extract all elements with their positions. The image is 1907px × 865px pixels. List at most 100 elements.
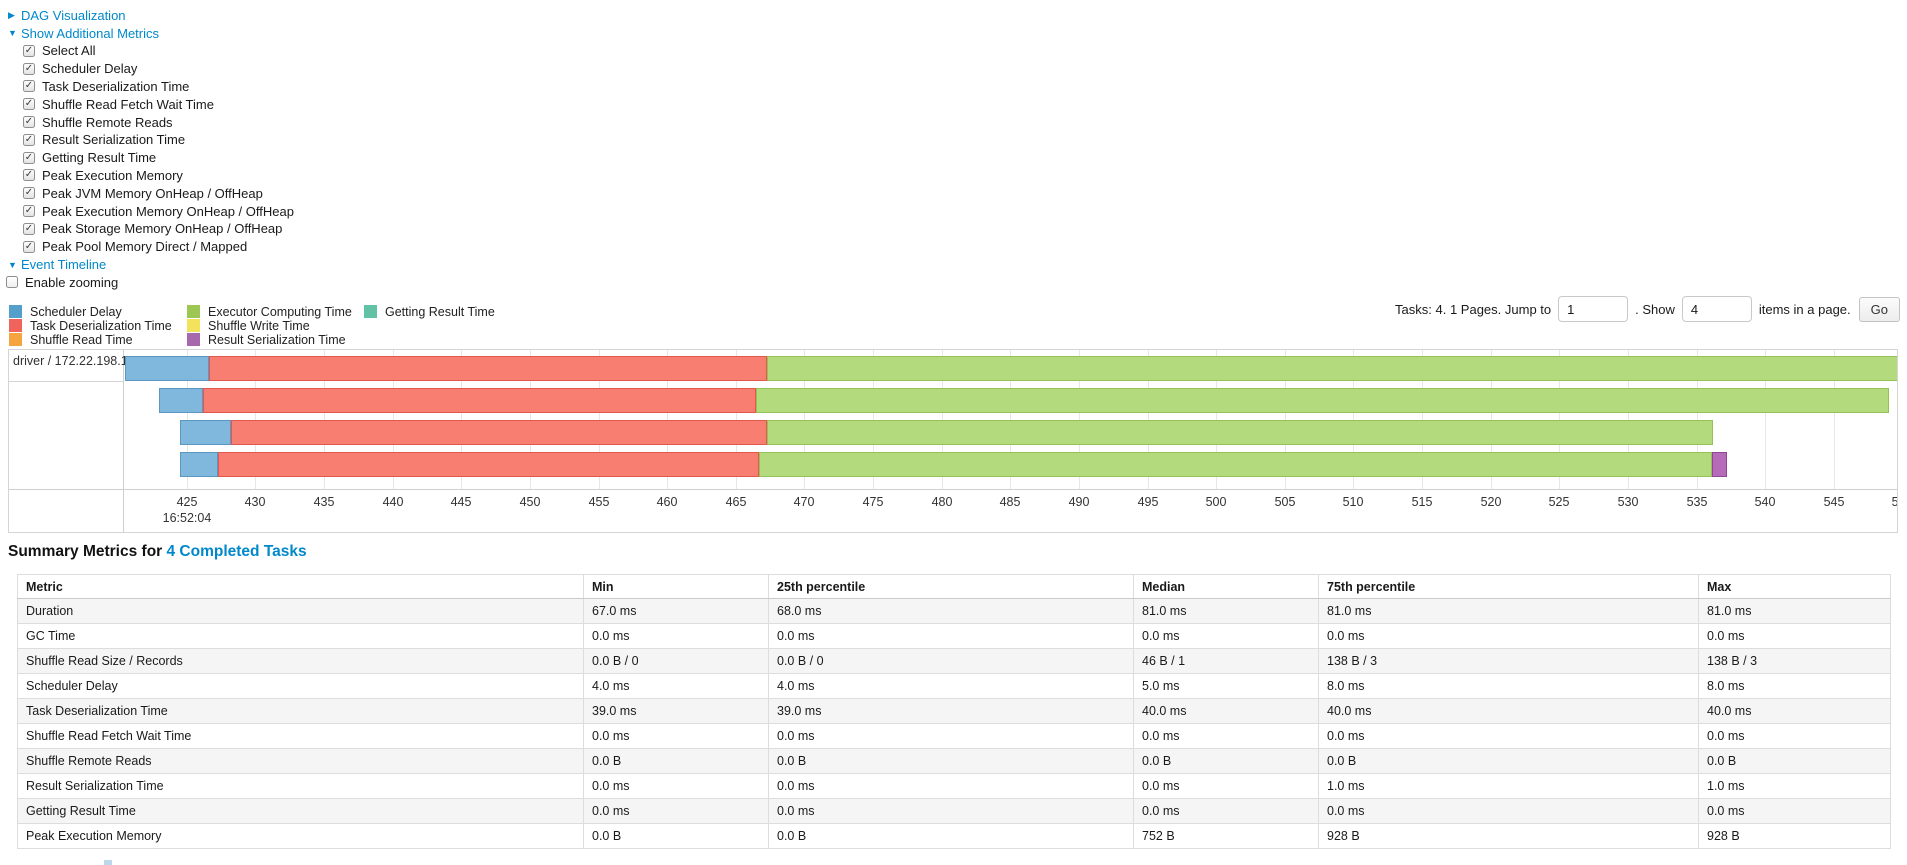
task-segment-scheduler-delay[interactable] xyxy=(179,420,231,445)
completed-tasks-link[interactable]: 4 Completed Tasks xyxy=(166,543,307,560)
checkbox-icon[interactable]: ✓ xyxy=(23,62,35,75)
checkbox-icon[interactable]: ✓ xyxy=(23,44,35,57)
metric-checkbox-row[interactable]: ✓ Select All xyxy=(23,42,294,60)
metric-checkbox-row[interactable]: ✓ Peak Pool Memory Direct / Mapped xyxy=(23,238,294,256)
checkbox-icon[interactable]: ✓ xyxy=(23,205,35,218)
show-additional-metrics-link[interactable]: ▼ Show Additional Metrics xyxy=(8,24,294,42)
dag-visualization-link[interactable]: ▶ DAG Visualization xyxy=(8,6,294,24)
task-segment-computing[interactable] xyxy=(756,388,1889,413)
metric-checkbox-row[interactable]: ✓ Shuffle Read Fetch Wait Time xyxy=(23,95,294,113)
metric-value-cell: 0.0 ms xyxy=(768,623,1134,649)
legend-swatch-icon xyxy=(364,305,377,319)
go-button[interactable]: Go xyxy=(1858,296,1900,322)
table-header-row: Metric Min 25th percentile Median 75th perce… xyxy=(17,574,1891,599)
metric-value-cell: 67.0 ms xyxy=(583,598,769,624)
metric-value-cell: 8.0 ms xyxy=(1318,673,1699,699)
metric-checkbox-label: Peak Pool Memory Direct / Mapped xyxy=(42,239,248,255)
axis-tick-label: 495 xyxy=(1137,495,1159,509)
metric-value-cell: 928 B xyxy=(1698,823,1891,849)
enable-zooming-row[interactable]: Enable zooming xyxy=(6,274,294,292)
table-row: Shuffle Remote Reads 0.0 B 0.0 B 0.0 B 0.0 B… xyxy=(17,748,1891,774)
table-row: Scheduler Delay 4.0 ms 4.0 ms 5.0 ms 8.0 ms 8… xyxy=(17,673,1891,699)
task-segment-result-serialization[interactable] xyxy=(1711,452,1727,477)
event-timeline-chart: driver / 172.22.198.104 425 430 435 440 445 4… xyxy=(8,349,1898,533)
checkbox-icon[interactable]: ✓ xyxy=(23,187,35,200)
legend-column: Getting Result Time xyxy=(364,305,495,347)
metric-checkbox-row[interactable]: ✓ Scheduler Delay xyxy=(23,60,294,78)
page-size-input[interactable] xyxy=(1681,296,1752,322)
axis-tick-label: 480 xyxy=(931,495,953,509)
table-header-cell: Metric xyxy=(17,574,584,599)
axis-tick-label: 440 xyxy=(382,495,404,509)
metric-value-cell: 39.0 ms xyxy=(583,698,769,724)
checkbox-icon[interactable]: ✓ xyxy=(23,240,35,253)
axis-tick-label: 490 xyxy=(1068,495,1090,509)
axis-gridline xyxy=(1079,350,1080,489)
group-label-underline xyxy=(9,381,124,382)
axis-tick-label: 535 xyxy=(1686,495,1708,509)
metric-checkbox-row[interactable]: ✓ Peak Execution Memory OnHeap / OffHeap xyxy=(23,202,294,220)
summary-metrics-table: Metric Min 25th percentile Median 75th perce… xyxy=(17,574,1891,849)
metric-value-cell: 4.0 ms xyxy=(583,673,769,699)
event-timeline-link[interactable]: ▼ Event Timeline xyxy=(8,256,294,274)
metric-value-cell: 40.0 ms xyxy=(1318,698,1699,724)
metric-checkbox-row[interactable]: ✓ Peak Execution Memory xyxy=(23,167,294,185)
task-segment-deserialization[interactable] xyxy=(218,452,760,477)
task-segment-computing[interactable] xyxy=(767,420,1714,445)
metric-checkbox-row[interactable]: ✓ Peak JVM Memory OnHeap / OffHeap xyxy=(23,184,294,202)
task-segment-computing[interactable] xyxy=(767,356,1897,381)
metric-name-cell: GC Time xyxy=(17,623,584,649)
metric-name-cell: Task Deserialization Time xyxy=(17,698,584,724)
metric-value-cell: 928 B xyxy=(1318,823,1699,849)
task-segment-computing[interactable] xyxy=(759,452,1712,477)
task-segment-scheduler-delay[interactable] xyxy=(179,452,219,477)
metric-value-cell: 0.0 ms xyxy=(583,723,769,749)
axis-tick-label: 470 xyxy=(793,495,815,509)
metric-value-cell: 4.0 ms xyxy=(768,673,1134,699)
task-segment-deserialization[interactable] xyxy=(203,388,757,413)
metric-value-cell: 81.0 ms xyxy=(1698,598,1891,624)
metric-value-cell: 81.0 ms xyxy=(1133,598,1319,624)
legend-item: Result Serialization Time xyxy=(187,333,364,347)
table-row: Shuffle Read Fetch Wait Time 0.0 ms 0.0 ms… xyxy=(17,723,1891,749)
task-segment-deserialization[interactable] xyxy=(208,356,768,381)
metric-value-cell: 8.0 ms xyxy=(1698,673,1891,699)
metric-checkbox-row[interactable]: ✓ Shuffle Remote Reads xyxy=(23,113,294,131)
axis-tick-label: 515 xyxy=(1411,495,1433,509)
metric-checkbox-row[interactable]: ✓ Result Serialization Time xyxy=(23,131,294,149)
metric-checkbox-row[interactable]: ✓ Task Deserialization Time xyxy=(23,78,294,96)
metric-value-cell: 138 B / 3 xyxy=(1698,648,1891,674)
axis-gridline xyxy=(599,350,600,489)
metric-checkbox-row[interactable]: ✓ Getting Result Time xyxy=(23,149,294,167)
metric-name-cell: Shuffle Remote Reads xyxy=(17,748,584,774)
checkbox-icon[interactable]: ✓ xyxy=(23,80,35,93)
event-timeline-label: Event Timeline xyxy=(21,257,107,273)
metric-checkbox-label: Peak JVM Memory OnHeap / OffHeap xyxy=(42,185,263,201)
table-header-cell: Max xyxy=(1698,574,1891,599)
task-segment-scheduler-delay[interactable] xyxy=(125,356,209,381)
metric-value-cell: 0.0 ms xyxy=(1133,773,1319,799)
checkbox-icon[interactable]: ✓ xyxy=(23,98,35,111)
jump-to-page-input[interactable] xyxy=(1558,296,1629,322)
metric-value-cell: 0.0 B xyxy=(583,823,769,849)
task-segment-scheduler-delay[interactable] xyxy=(159,388,204,413)
clipped-next-section xyxy=(104,860,112,865)
enable-zooming-checkbox[interactable] xyxy=(6,276,18,289)
axis-gridline xyxy=(1491,350,1492,489)
checkbox-icon[interactable]: ✓ xyxy=(23,169,35,182)
legend-label: Shuffle Read Time xyxy=(30,332,133,347)
checkbox-icon[interactable]: ✓ xyxy=(23,151,35,164)
table-row: Duration 67.0 ms 68.0 ms 81.0 ms 81.0 ms 81.0… xyxy=(17,598,1891,624)
legend-swatch-icon xyxy=(187,333,200,347)
metric-checkbox-row[interactable]: ✓ Peak Storage Memory OnHeap / OffHeap xyxy=(23,220,294,238)
checkbox-icon[interactable]: ✓ xyxy=(23,133,35,146)
checkbox-icon[interactable]: ✓ xyxy=(23,116,35,129)
axis-gridline xyxy=(1422,350,1423,489)
summary-metrics-title: Summary Metrics for 4 Completed Tasks xyxy=(8,543,307,561)
task-segment-deserialization[interactable] xyxy=(230,420,768,445)
checkbox-icon[interactable]: ✓ xyxy=(23,222,35,235)
table-row: Peak Execution Memory 0.0 B 0.0 B 752 B 928 … xyxy=(17,823,1891,849)
axis-tick-label: 445 xyxy=(450,495,472,509)
axis-tick-label: 460 xyxy=(656,495,678,509)
caret-down-icon: ▼ xyxy=(8,28,17,38)
